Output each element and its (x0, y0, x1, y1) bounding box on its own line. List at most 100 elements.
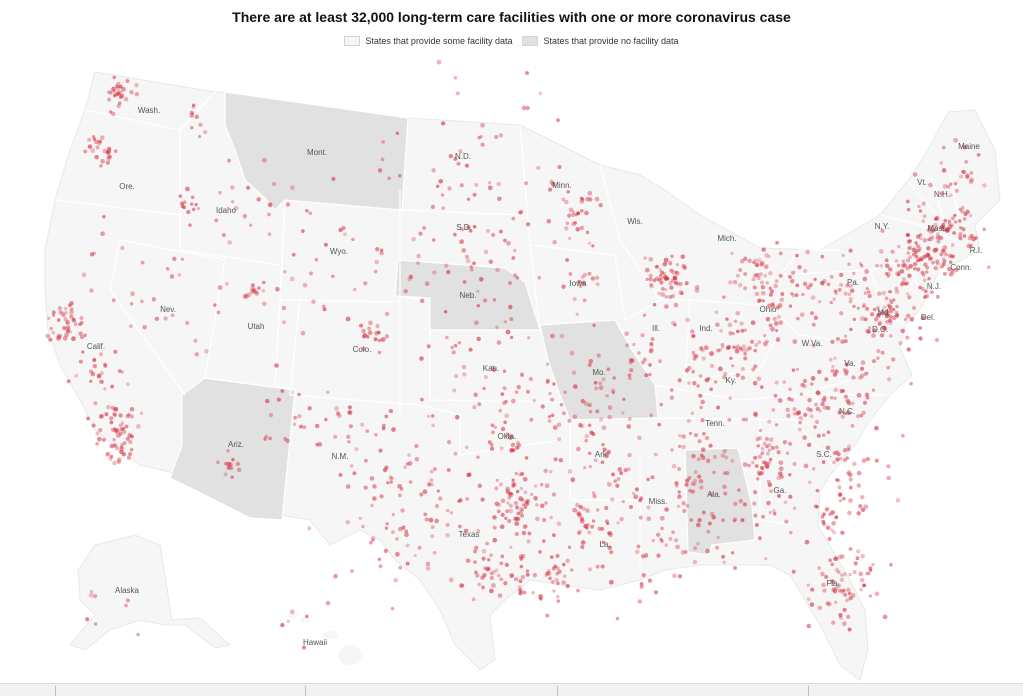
facility-dot[interactable] (834, 515, 839, 520)
facility-dot[interactable] (380, 337, 386, 342)
facility-dot[interactable] (514, 517, 519, 521)
facility-dot[interactable] (482, 386, 486, 391)
facility-dot[interactable] (848, 472, 853, 477)
facility-dot[interactable] (374, 259, 380, 265)
facility-dot[interactable] (813, 277, 817, 282)
facility-dot[interactable] (718, 366, 723, 372)
facility-dot[interactable] (60, 311, 66, 317)
facility-dot[interactable] (817, 566, 821, 570)
facility-dot[interactable] (134, 92, 139, 97)
facility-dot[interactable] (62, 335, 68, 341)
facility-dot[interactable] (840, 530, 844, 535)
facility-dot[interactable] (571, 370, 577, 375)
facility-dot[interactable] (949, 182, 953, 186)
facility-dot[interactable] (556, 521, 562, 527)
facility-dot[interactable] (431, 423, 435, 428)
facility-dot[interactable] (835, 478, 839, 482)
facility-dot[interactable] (443, 309, 448, 314)
facility-dot[interactable] (623, 468, 628, 473)
facility-dot[interactable] (778, 466, 784, 472)
facility-dot[interactable] (856, 511, 861, 516)
facility-dot[interactable] (933, 222, 938, 228)
facility-dot[interactable] (865, 306, 870, 311)
facility-dot[interactable] (906, 251, 911, 255)
facility-dot[interactable] (834, 369, 839, 374)
facility-dot[interactable] (677, 494, 682, 499)
facility-dot[interactable] (775, 337, 781, 342)
facility-dot[interactable] (680, 550, 686, 555)
facility-dot[interactable] (109, 454, 114, 459)
facility-dot[interactable] (727, 417, 732, 422)
facility-dot[interactable] (794, 293, 799, 297)
facility-dot[interactable] (505, 486, 510, 492)
facility-dot[interactable] (843, 411, 848, 416)
facility-dot[interactable] (281, 306, 286, 311)
facility-dot[interactable] (503, 581, 508, 586)
facility-dot[interactable] (112, 406, 118, 412)
facility-dot[interactable] (856, 306, 860, 310)
facility-dot[interactable] (900, 328, 906, 334)
facility-dot[interactable] (753, 273, 758, 278)
facility-dot[interactable] (194, 114, 199, 119)
facility-dot[interactable] (262, 301, 267, 307)
facility-dot[interactable] (837, 554, 842, 560)
facility-dot[interactable] (918, 209, 923, 213)
facility-dot[interactable] (808, 282, 814, 288)
facility-dot[interactable] (115, 86, 120, 91)
facility-dot[interactable] (784, 519, 789, 524)
facility-dot[interactable] (776, 314, 781, 319)
facility-dot[interactable] (806, 285, 811, 290)
facility-dot[interactable] (519, 209, 524, 215)
facility-dot[interactable] (647, 578, 653, 583)
facility-dot[interactable] (117, 369, 122, 373)
facility-dot[interactable] (616, 521, 620, 525)
facility-dot[interactable] (547, 419, 552, 423)
facility-dot[interactable] (842, 572, 847, 577)
facility-dot[interactable] (741, 344, 747, 349)
facility-dot[interactable] (128, 324, 133, 329)
facility-dot[interactable] (752, 380, 758, 386)
facility-dot[interactable] (307, 406, 312, 411)
facility-dot[interactable] (657, 422, 662, 427)
facility-dot[interactable] (492, 367, 497, 373)
facility-dot[interactable] (820, 281, 825, 286)
facility-dot[interactable] (431, 168, 436, 173)
facility-dot[interactable] (838, 612, 843, 618)
facility-dot[interactable] (120, 442, 124, 447)
facility-dot[interactable] (692, 353, 697, 358)
facility-dot[interactable] (753, 490, 758, 495)
facility-dot[interactable] (674, 481, 679, 486)
facility-dot[interactable] (814, 419, 820, 425)
facility-dot[interactable] (116, 89, 121, 95)
facility-dot[interactable] (835, 515, 839, 519)
facility-dot[interactable] (115, 91, 120, 96)
facility-dot[interactable] (552, 589, 556, 593)
facility-dot[interactable] (637, 599, 643, 604)
facility-dot[interactable] (384, 334, 389, 339)
facility-dot[interactable] (832, 297, 836, 301)
facility-dot[interactable] (567, 236, 572, 241)
facility-dot[interactable] (767, 419, 772, 424)
facility-dot[interactable] (103, 362, 108, 367)
facility-dot[interactable] (670, 293, 675, 299)
facility-dot[interactable] (422, 489, 428, 495)
facility-dot[interactable] (426, 414, 431, 419)
facility-dot[interactable] (968, 213, 973, 218)
facility-dot[interactable] (672, 275, 678, 281)
facility-dot[interactable] (704, 435, 710, 441)
facility-dot[interactable] (543, 468, 548, 474)
facility-dot[interactable] (778, 320, 784, 325)
facility-dot[interactable] (496, 181, 501, 187)
facility-dot[interactable] (759, 280, 764, 285)
facility-dot[interactable] (888, 267, 893, 272)
facility-dot[interactable] (491, 570, 496, 575)
facility-dot[interactable] (125, 79, 130, 83)
facility-dot[interactable] (453, 75, 458, 80)
facility-dot[interactable] (942, 271, 947, 276)
facility-dot[interactable] (86, 416, 90, 421)
facility-dot[interactable] (563, 574, 567, 578)
facility-dot[interactable] (876, 312, 881, 317)
facility-dot[interactable] (69, 309, 74, 315)
facility-dot[interactable] (123, 96, 129, 102)
facility-dot[interactable] (518, 554, 523, 559)
